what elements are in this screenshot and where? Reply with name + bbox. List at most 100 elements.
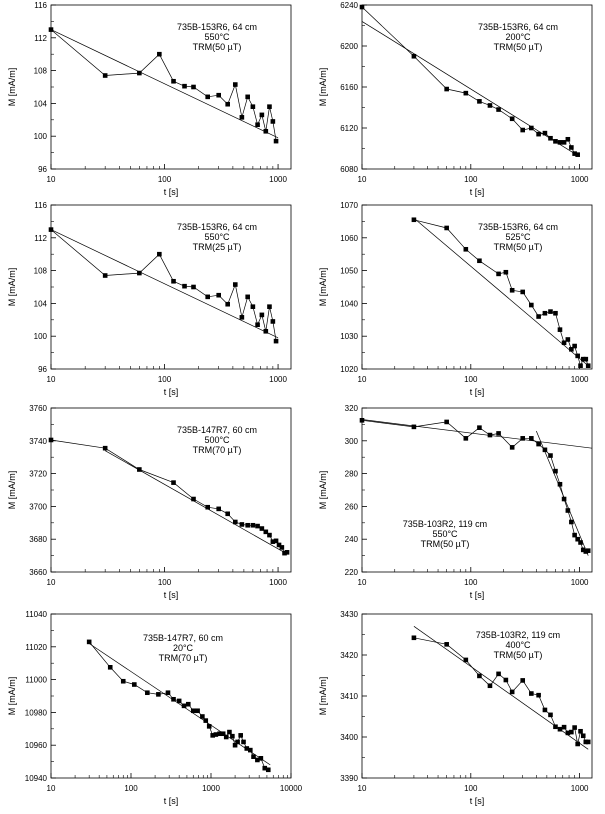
- data-point: [145, 690, 150, 696]
- data-point: [206, 724, 212, 729]
- y-axis-label: M [mA/m]: [7, 677, 17, 716]
- data-point: [496, 271, 501, 277]
- data-point: [191, 84, 196, 90]
- data-point: [232, 742, 238, 748]
- y-tick-label: 3410: [340, 692, 358, 701]
- y-tick-label: 300: [345, 437, 359, 446]
- y-tick-label: 3740: [29, 437, 47, 446]
- data-point: [232, 519, 238, 525]
- annotation-line: 735B-153R6, 64 cm: [177, 222, 257, 232]
- y-tick-label: 3720: [29, 470, 47, 479]
- data-point: [255, 322, 260, 328]
- annotation-line: TRM(25 µT): [193, 242, 242, 252]
- data-point: [216, 292, 222, 298]
- data-point: [270, 319, 276, 324]
- x-axis-label: t [s]: [470, 590, 485, 600]
- y-tick-label: 96: [38, 165, 47, 174]
- data-point: [270, 119, 276, 124]
- annotation-line: 200°C: [505, 32, 531, 42]
- data-point: [217, 731, 222, 737]
- x-tick-label: 10: [358, 784, 367, 793]
- data-point: [572, 532, 577, 538]
- annotation-line: TRM(50 µT): [494, 650, 543, 660]
- y-tick-label: 280: [345, 470, 359, 479]
- x-tick-label: 1000: [202, 784, 220, 793]
- data-point: [580, 733, 586, 739]
- y-tick-label: 3430: [340, 610, 358, 619]
- annotation-line: TRM(50 µT): [421, 539, 470, 549]
- annotation-line: 735B-147R7, 60 cm: [177, 425, 257, 435]
- data-point: [578, 363, 583, 369]
- y-tick-label: 1020: [340, 365, 358, 374]
- fit-line: [361, 419, 593, 449]
- data-point: [542, 707, 548, 713]
- data-point: [279, 545, 285, 550]
- data-point: [578, 540, 583, 545]
- x-tick-label: 10: [47, 784, 56, 793]
- data-point: [411, 635, 417, 641]
- x-tick-label: 1000: [571, 578, 589, 587]
- data-point: [230, 733, 235, 739]
- data-point: [411, 424, 417, 430]
- data-point: [250, 304, 256, 309]
- data-point: [270, 539, 276, 544]
- annotation-line: 735B-103R2, 119 cm: [403, 519, 487, 529]
- x-tick-label: 10: [358, 375, 367, 384]
- data-point: [86, 639, 92, 645]
- x-tick-label: 10000: [280, 784, 303, 793]
- x-tick-label: 100: [158, 175, 172, 184]
- data-point: [553, 468, 558, 474]
- x-tick-label: 10: [358, 578, 367, 587]
- data-point: [267, 532, 272, 538]
- data-point: [557, 726, 563, 732]
- x-tick-label: 1000: [269, 578, 287, 587]
- chart-panel-7: 10 100 1000 10000 10940 10960 10980 11000 11020 1…: [7, 610, 303, 806]
- data-point: [255, 523, 260, 529]
- data-point: [565, 730, 571, 736]
- x-axis-label: t [s]: [470, 387, 485, 397]
- data-point: [542, 130, 548, 136]
- y-tick-label: 3660: [29, 568, 47, 577]
- data-point: [210, 733, 215, 738]
- data-point: [444, 86, 449, 92]
- data-point: [216, 506, 222, 512]
- data-point: [565, 337, 571, 342]
- data-point: [239, 315, 245, 320]
- x-tick-label: 100: [158, 578, 172, 587]
- data-point: [255, 757, 260, 763]
- data-point: [273, 338, 279, 344]
- data-point: [572, 343, 577, 349]
- data-point: [137, 70, 142, 76]
- data-line: [50, 29, 277, 142]
- annotation-line: 735B-153R6, 64 cm: [478, 22, 558, 32]
- data-point: [509, 287, 515, 293]
- fit-line: [104, 450, 288, 555]
- chart-panel-2: 10 100 1000 6080 6120 6160 6200 6240 t [s] M [mA/…: [318, 1, 593, 197]
- y-tick-label: 108: [34, 267, 48, 276]
- data-point: [548, 453, 553, 458]
- data-point: [102, 273, 108, 278]
- data-point: [182, 83, 187, 89]
- x-tick-label: 100: [464, 578, 478, 587]
- data-point: [273, 538, 279, 544]
- data-point: [561, 496, 567, 502]
- y-axis-label: M [mA/m]: [318, 68, 328, 107]
- data-point: [171, 696, 176, 702]
- data-point: [463, 90, 469, 96]
- chart-panel-8: 10 100 1000 3390 3400 3410 3420 3430 t [s] M [mA/…: [318, 610, 593, 806]
- data-point: [548, 712, 553, 718]
- data-point: [557, 481, 563, 487]
- data-point: [48, 437, 54, 443]
- data-point: [259, 312, 265, 318]
- data-point: [557, 140, 563, 145]
- data-point: [205, 294, 210, 300]
- data-point: [509, 116, 515, 122]
- y-tick-label: 1070: [340, 201, 358, 210]
- x-tick-label: 1000: [269, 175, 287, 184]
- data-point: [572, 725, 577, 730]
- data-point: [273, 138, 279, 144]
- y-tick-label: 6240: [340, 1, 358, 10]
- data-point: [583, 356, 589, 362]
- y-tick-label: 1060: [340, 234, 358, 243]
